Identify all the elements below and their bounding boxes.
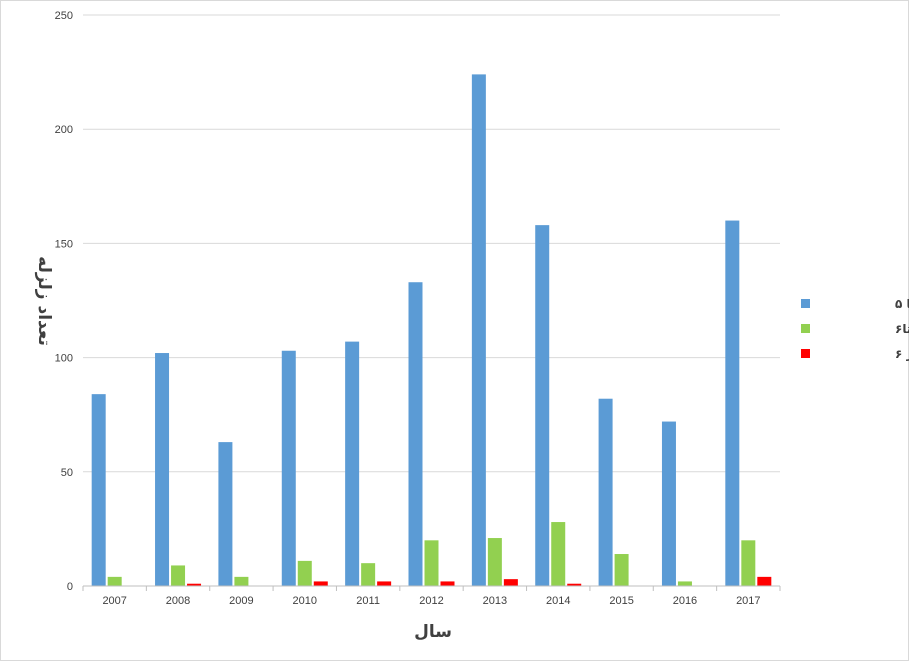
bar-series-2-2009	[234, 576, 249, 586]
legend: بزرگای بین ۴ تا ۵ بزرگای بین ۵ تا۶ بزرگای …	[801, 297, 909, 361]
bar-series-1-2012	[408, 282, 423, 586]
x-tick-label: 2012	[419, 595, 443, 607]
bar-series-2-2014	[551, 522, 566, 586]
y-tick-label: 150	[55, 238, 73, 250]
bar-series-2-2008	[171, 565, 186, 586]
bar-series-1-2008	[155, 353, 170, 586]
bar-series-2-2015	[614, 554, 629, 586]
legend-label-2: بزرگای بین ۵ تا۶	[895, 322, 909, 336]
bar-series-3-2013	[503, 579, 518, 586]
bar-series-1-2007	[91, 394, 106, 586]
x-axis-title: سال	[414, 622, 452, 642]
y-axis-ticks: 0 50 100 150 200 250	[55, 10, 73, 593]
x-tick-label: 2015	[609, 595, 633, 607]
bar-series-2-2012	[424, 540, 439, 586]
bar-series-3-2010	[313, 581, 328, 586]
bar-series-1-2009	[218, 442, 233, 586]
bar-series-2-2007	[107, 576, 122, 586]
legend-swatch-1	[801, 299, 810, 308]
legend-swatch-2	[801, 324, 810, 333]
x-tick-label: 2016	[673, 595, 697, 607]
x-tick-label: 2014	[546, 595, 570, 607]
bar-series-2-2010	[297, 560, 312, 586]
bar-series-2-2017	[741, 540, 756, 586]
bar-series-1-2013	[471, 74, 486, 586]
legend-swatch-3	[801, 349, 810, 358]
y-tick-label: 200	[55, 124, 73, 136]
bar-series-2-2011	[361, 563, 376, 586]
bar-series-3-2017	[757, 576, 772, 586]
bar-series-1-2011	[345, 341, 360, 586]
x-tick-label: 2011	[356, 595, 380, 607]
x-tick-label: 2009	[229, 595, 253, 607]
x-tick-label: 2007	[102, 595, 126, 607]
x-tick-label: 2010	[293, 595, 317, 607]
x-tick-label: 2008	[166, 595, 190, 607]
y-axis-title: تعداد زلزله	[34, 256, 54, 346]
y-tick-label: 100	[55, 353, 73, 365]
bar-series-2-2016	[677, 581, 692, 586]
bars	[91, 74, 772, 587]
bar-series-3-2011	[377, 581, 392, 586]
bar-series-1-2017	[725, 220, 740, 586]
bar-series-1-2015	[598, 398, 613, 586]
y-tick-label: 250	[55, 10, 73, 22]
x-axis: 2007 2008 2009 2010 2011 2012 2013 2014 2015 2016…	[82, 585, 781, 607]
bar-series-3-2014	[567, 583, 582, 586]
legend-label-3: بزرگای بالاتر از ۶	[895, 347, 909, 361]
x-tick-label: 2017	[736, 595, 760, 607]
legend-label-1: بزرگای بین ۴ تا ۵	[895, 297, 909, 311]
bar-series-2-2013	[487, 538, 502, 586]
bar-series-3-2008	[187, 583, 202, 586]
gridlines	[83, 14, 780, 473]
bar-series-1-2016	[661, 421, 676, 586]
y-tick-label: 50	[61, 467, 73, 479]
bar-series-3-2012	[440, 581, 455, 586]
x-tick-label: 2013	[483, 595, 507, 607]
bar-series-1-2014	[535, 225, 550, 587]
bar-series-1-2010	[281, 350, 296, 586]
y-tick-label: 0	[67, 581, 73, 593]
